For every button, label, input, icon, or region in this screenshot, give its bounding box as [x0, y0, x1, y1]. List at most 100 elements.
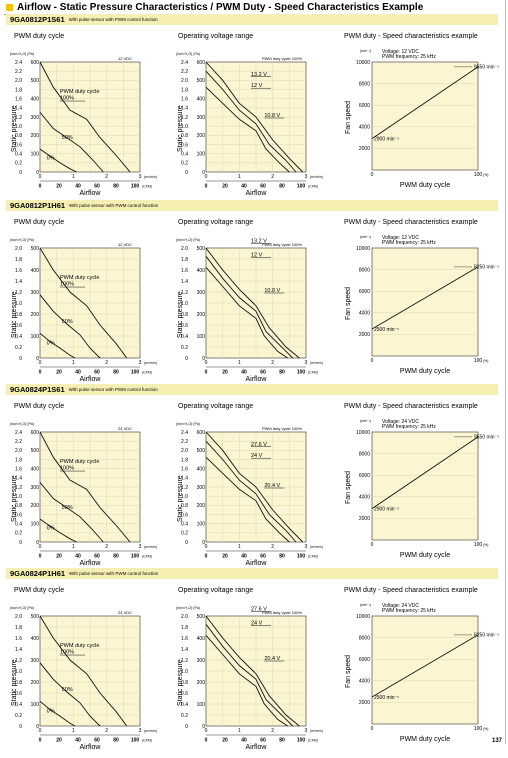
y-tick-pa: 400: [197, 636, 206, 642]
y-tick-inch: 0.2: [15, 161, 22, 167]
x-tick-m3: 3: [305, 544, 308, 550]
y-unit-label: (inch H₂O) (Pa): [10, 606, 34, 610]
pwm-100-label: 100%: [60, 465, 74, 471]
y-tick-speed: 10000: [356, 246, 370, 252]
pwm-0-label: 0%: [47, 340, 55, 346]
pwm-curve-label: PWM duty cycle: [60, 459, 99, 465]
x-tick-m3: 0: [205, 360, 208, 366]
y-tick-inch: 2.0: [15, 78, 22, 84]
x-tick-cfm: 100: [297, 738, 306, 744]
voltage-note: Voltage: 12 VDC: [382, 235, 419, 241]
y-tick-inch: 0.2: [181, 713, 188, 719]
y-tick-inch: 0.6: [15, 512, 22, 518]
y-tick-inch: 0.2: [15, 713, 22, 719]
y-tick-inch: 0: [19, 170, 22, 176]
y-tick-speed: 8000: [359, 267, 370, 273]
y-tick-inch: 1.0: [15, 669, 22, 675]
y-tick-inch: 1.6: [15, 96, 22, 102]
model-name: 9GA0812P1S61: [10, 15, 65, 24]
pwm-50-label: 50%: [62, 319, 73, 325]
speed-characteristics-title: PWM duty - Speed characteristics example: [344, 33, 478, 40]
x-tick-m3: 1: [238, 360, 241, 366]
y-tick-pa: 400: [31, 636, 40, 642]
pwm-curve-label: PWM duty cycle: [60, 643, 99, 649]
x-tick-m3: 3: [139, 174, 142, 180]
y-tick-inch: 2.2: [15, 69, 22, 75]
x-tick-cfm: 0: [205, 184, 208, 190]
max-speed-label: 8250 min⁻¹: [474, 265, 499, 271]
operating-voltage-chart: 00.20.40.60.81.01.21.41.61.82.0010020030…: [176, 238, 323, 383]
y-unit-label: (inch H₂O) (Pa): [10, 52, 34, 56]
x-unit-cfm: (CFM): [308, 555, 318, 559]
voltage-curve-label: 10.8 V: [264, 288, 280, 294]
min-speed-label: 2900 min⁻¹: [374, 136, 399, 142]
y-tick-inch: 1.2: [181, 658, 188, 664]
y-tick-inch: 2.0: [181, 78, 188, 84]
y-tick-pa: 200: [197, 680, 206, 686]
model-bar: 9GA0824P1H61 With pulse sensor with PWM c…: [6, 568, 498, 579]
y-tick-pa: 400: [31, 268, 40, 274]
model-bar: 9GA0812P1H61 With pulse sensor with PWM c…: [6, 200, 498, 211]
voltage-curve-label: 27.6 V: [251, 607, 267, 613]
x-unit-pct: (%): [483, 359, 488, 363]
x-unit-pct: (%): [483, 543, 488, 547]
model-bar: 9GA0812P1S61 With pulse sensor with PWM c…: [6, 14, 498, 25]
x-tick-pct: 0: [371, 542, 374, 548]
model-subtitle: With pulse sensor with PWM control funct…: [69, 203, 159, 208]
y-tick-pa: 100: [197, 702, 206, 708]
y-tick-pa: 200: [197, 312, 206, 318]
y-tick-pa: 600: [31, 430, 40, 436]
voltage-curve-label: 24 V: [251, 453, 263, 459]
x-tick-cfm: 60: [94, 184, 100, 190]
x-unit-cfm: (CFM): [142, 371, 152, 375]
y-tick-inch: 0.2: [181, 531, 188, 537]
x-tick-cfm: 60: [260, 370, 266, 376]
x-axis-label: PWM duty cycle: [400, 182, 450, 189]
speed-chart: 2000 4000 6000 8000 10000 (min⁻¹) 0 100 (%) PWM d…: [345, 235, 499, 375]
y-tick-inch: 0.8: [181, 312, 188, 318]
y-tick-inch: 1.4: [15, 476, 22, 482]
voltage-label: 12 VDC: [118, 242, 132, 247]
y-tick-pa: 400: [31, 466, 40, 472]
y-tick-inch: 1.6: [181, 636, 188, 642]
y-axis-label: Fan speed: [345, 471, 352, 504]
y-axis-label: Static pressure: [177, 475, 184, 522]
pwm-50-label: 50%: [62, 687, 73, 693]
frequency-note: PWM frequency: 25 kHz: [382, 54, 436, 60]
x-tick-m3: 0: [39, 360, 42, 366]
voltage-curve-label: 12 V: [251, 252, 263, 258]
voltage-label: 12 VDC: [118, 56, 132, 61]
y-tick-inch: 2.4: [181, 430, 188, 436]
op-curve-1: [205, 256, 294, 359]
y-tick-inch: 0.4: [15, 334, 22, 340]
y-tick-speed: 4000: [359, 125, 370, 131]
pwm-duty-cycle-title: PWM duty cycle: [14, 587, 65, 594]
y-tick-speed: 10000: [356, 430, 370, 436]
speed-chart: 2000 4000 6000 8000 10000 (min⁻¹) 0 100 (%) PWM d…: [345, 49, 499, 189]
y-tick-inch: 1.0: [15, 494, 22, 500]
y-tick-pa: 600: [197, 60, 206, 66]
x-tick-cfm: 80: [279, 370, 285, 376]
y-tick-pa: 500: [31, 448, 40, 454]
x-tick-m3: 0: [205, 174, 208, 180]
x-tick-cfm: 20: [56, 370, 62, 376]
operating-voltage-chart: 00.20.40.60.81.01.21.41.61.82.02.22.4010…: [176, 52, 323, 197]
y-tick-pa: 300: [31, 485, 40, 491]
y-tick-inch: 1.2: [15, 115, 22, 121]
speed-chart: 2000 4000 6000 8000 10000 (min⁻¹) 0 100 (%) PWM d…: [345, 603, 499, 743]
x-tick-cfm: 60: [94, 370, 100, 376]
y-tick-inch: 1.8: [181, 257, 188, 263]
model-name: 9GA0824P1H61: [10, 569, 66, 578]
x-unit-m3: (m³/min): [310, 361, 323, 365]
voltage-curve-label: 20.4 V: [264, 656, 280, 662]
pwm-duty-cycle-title: PWM duty cycle: [14, 403, 65, 410]
x-tick-pct: 0: [371, 172, 374, 178]
pq-curve-1: [39, 112, 104, 173]
y-tick-inch: 2.2: [15, 439, 22, 445]
y-tick-inch: 1.6: [15, 466, 22, 472]
y-tick-inch: 2.0: [181, 246, 188, 252]
plot-area: [371, 431, 479, 541]
x-unit-m3: (m³/min): [144, 729, 157, 733]
y-tick-speed: 6000: [359, 473, 370, 479]
page-title: Airflow - Static Pressure Characteristic…: [6, 2, 423, 13]
